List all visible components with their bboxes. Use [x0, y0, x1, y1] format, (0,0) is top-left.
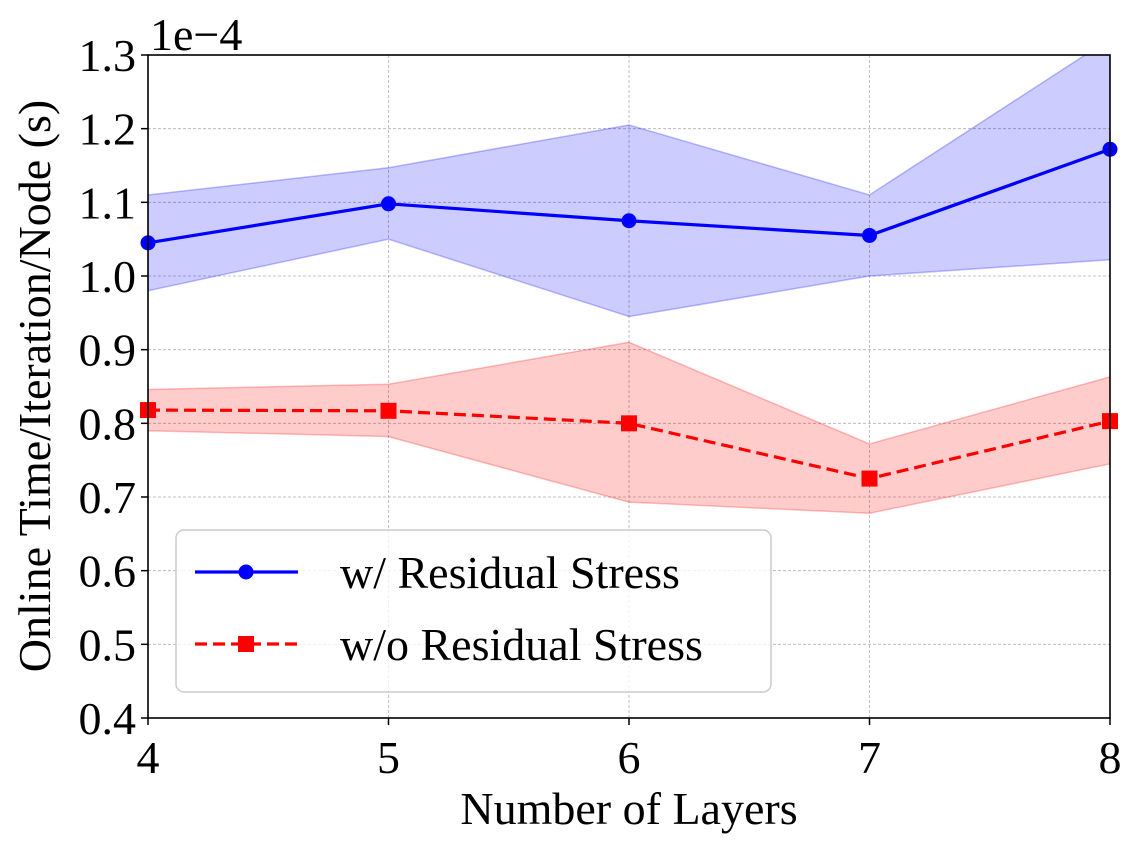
legend-with-residual-marker — [238, 564, 254, 580]
x-tick-label: 8 — [1099, 732, 1122, 783]
x-axis-ticks: 4 5 6 7 8 — [137, 718, 1122, 783]
y-tick-label: 0.8 — [79, 398, 137, 449]
with-residual-point — [381, 196, 396, 212]
legend-without-residual-marker — [238, 636, 254, 652]
with-residual-point — [621, 213, 637, 229]
y-axis-title: Online Time/Iteration/Node (s) — [9, 100, 60, 672]
x-tick-label: 5 — [377, 732, 400, 783]
x-tick-label: 4 — [137, 732, 160, 783]
y-tick-label: 0.5 — [79, 619, 137, 670]
legend-without-residual-label: w/o Residual Stress — [340, 619, 703, 670]
x-axis-title: Number of Layers — [460, 783, 797, 834]
y-tick-label: 0.6 — [79, 546, 137, 597]
with-residual-band — [148, 55, 1110, 318]
y-tick-label: 1.0 — [79, 251, 137, 302]
y-tick-label: 0.7 — [79, 472, 137, 523]
without-residual-point — [861, 470, 878, 487]
y-tick-label: 0.4 — [79, 693, 137, 744]
y-scale-label: 1e−4 — [150, 9, 242, 60]
x-tick-label: 6 — [618, 732, 641, 783]
without-residual-point — [380, 402, 397, 419]
with-residual-point — [862, 227, 877, 243]
y-tick-label: 1.2 — [79, 104, 137, 155]
legend-box — [175, 529, 772, 693]
y-axis-ticks: 0.4 0.5 0.6 0.7 0.8 0.9 1.0 1.1 1.2 1.3 — [79, 30, 148, 744]
without-residual-line — [148, 408, 1110, 481]
y-tick-label: 1.1 — [79, 177, 137, 228]
legend-with-residual-label: w/ Residual Stress — [340, 547, 680, 598]
x-tick-label: 7 — [858, 732, 881, 783]
without-residual-point — [621, 415, 637, 432]
y-tick-label: 0.9 — [79, 325, 137, 376]
legend: w/ Residual Stress w/o Residual Stress — [175, 529, 772, 693]
y-tick-label: 1.3 — [79, 30, 137, 81]
